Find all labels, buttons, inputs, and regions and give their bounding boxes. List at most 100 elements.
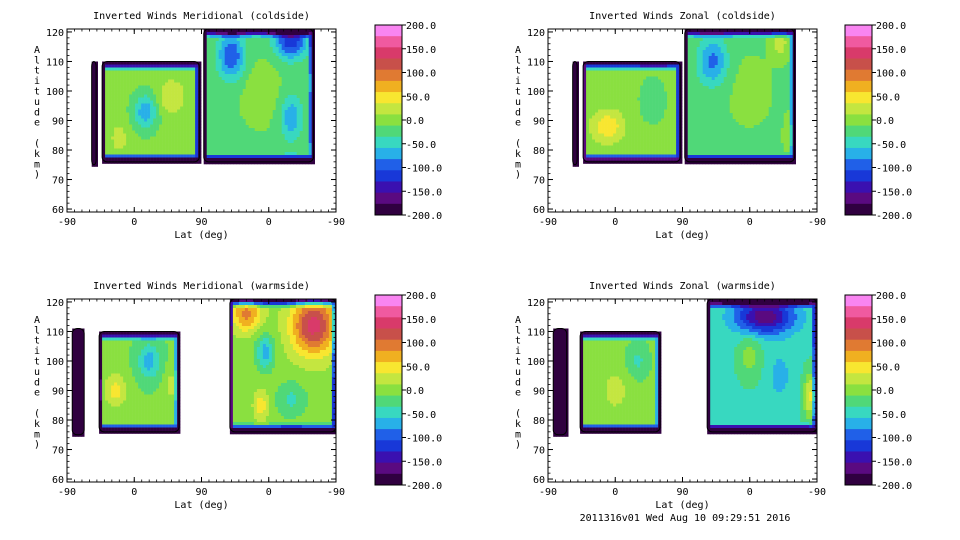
data-segment-2 xyxy=(101,60,202,164)
colorbar-swatch xyxy=(375,58,402,71)
y-tick-label: 100 xyxy=(46,87,64,98)
x-tick-label: 90 xyxy=(195,487,207,498)
colorbar-tick-label: -150.0 xyxy=(406,187,442,198)
x-tick-label: -90 xyxy=(808,217,826,228)
colorbar-tick-label: -50.0 xyxy=(876,410,906,421)
x-axis-label: Lat (deg) xyxy=(655,500,709,511)
colorbar-swatch xyxy=(375,473,402,486)
segment-outline xyxy=(98,330,180,433)
colorbar-swatch xyxy=(375,92,402,104)
segment-outline xyxy=(552,328,568,436)
colorbar-swatch xyxy=(845,69,872,82)
colorbar-swatch xyxy=(845,25,872,37)
segment-outline xyxy=(71,328,85,436)
colorbar-swatch xyxy=(845,462,872,475)
y-tick-label: 120 xyxy=(46,28,64,39)
colorbar-tick-label: -150.0 xyxy=(406,457,442,468)
y-tick-label: 70 xyxy=(52,446,64,457)
chart-title: Inverted Winds Zonal (coldside) xyxy=(589,11,776,22)
colorbar-swatch xyxy=(375,136,402,149)
colorbar-tick-label: 150.0 xyxy=(406,45,436,56)
y-tick-label: 110 xyxy=(46,57,64,68)
colorbar-tick-label: -100.0 xyxy=(876,164,912,175)
colorbar-swatch xyxy=(845,103,872,115)
y-tick-label: 70 xyxy=(52,176,64,187)
colorbar: 200.0 150.0 100.0 50.0 0.0 -50.0 -100.0 -150.0 -… xyxy=(374,21,442,222)
colorbar-tick-label: 100.0 xyxy=(406,339,436,350)
x-tick-label: 90 xyxy=(676,217,688,228)
colorbar-swatch xyxy=(845,473,872,486)
segment-outline xyxy=(684,29,796,163)
y-tick-label: 60 xyxy=(533,475,545,486)
x-tick-label: -90 xyxy=(58,487,76,498)
colorbar-swatch xyxy=(375,203,402,216)
segment-outline xyxy=(572,60,578,166)
colorbar: 200.0 150.0 100.0 50.0 0.0 -50.0 -100.0 -150.0 -… xyxy=(844,291,912,492)
x-tick-label: -90 xyxy=(327,217,345,228)
colorbar-tick-label: 150.0 xyxy=(406,315,436,326)
colorbar-swatch xyxy=(845,328,872,341)
y-tick-label: 110 xyxy=(46,327,64,338)
colorbar-swatch xyxy=(375,147,402,160)
colorbar-tick-label: 50.0 xyxy=(876,92,900,103)
y-tick-label: 60 xyxy=(52,205,64,216)
y-tick-label: 90 xyxy=(52,117,64,128)
y-tick-label: 70 xyxy=(533,176,545,187)
colorbar-tick-label: -50.0 xyxy=(406,140,436,151)
colorbar-tick-label: 0.0 xyxy=(406,116,424,127)
contour-field xyxy=(91,29,315,167)
colorbar-swatch xyxy=(845,114,872,126)
y-tick-label: 100 xyxy=(527,357,545,368)
colorbar-swatch xyxy=(375,295,402,307)
colorbar-swatch xyxy=(375,192,402,205)
segment-outline xyxy=(203,29,315,163)
data-segment-2 xyxy=(582,60,683,164)
colorbar-tick-label: -150.0 xyxy=(876,457,912,468)
colorbar-swatch xyxy=(845,295,872,307)
colorbar-swatch xyxy=(845,147,872,160)
segment-outline xyxy=(579,330,661,433)
y-tick-label: 80 xyxy=(533,146,545,157)
colorbar-swatch xyxy=(845,181,872,194)
y-tick-label: 110 xyxy=(527,57,545,68)
contour-field xyxy=(552,299,817,437)
colorbar-swatch xyxy=(375,181,402,194)
colorbar-tick-label: -150.0 xyxy=(876,187,912,198)
colorbar-swatch xyxy=(845,451,872,464)
colorbar-swatch xyxy=(375,406,402,419)
colorbar-swatch xyxy=(375,25,402,37)
footer-timestamp: 2011316v01 Wed Aug 10 09:29:51 2016 xyxy=(579,513,791,524)
colorbar-swatch xyxy=(375,440,402,452)
colorbar-swatch xyxy=(845,362,872,374)
x-tick-label: -90 xyxy=(58,217,76,228)
colorbar-swatch xyxy=(845,350,872,363)
colorbar-swatch xyxy=(375,395,402,408)
contour-field xyxy=(71,299,336,437)
x-tick-label: 0 xyxy=(747,217,753,228)
y-tick-label: 80 xyxy=(52,146,64,157)
data-segment-2 xyxy=(579,330,662,434)
y-tick-label: 110 xyxy=(527,327,545,338)
segment-outline xyxy=(101,60,200,163)
colorbar-tick-label: 100.0 xyxy=(876,69,906,80)
colorbar-swatch xyxy=(375,36,402,48)
colorbar-tick-label: -100.0 xyxy=(406,434,442,445)
y-tick-label: 120 xyxy=(46,298,64,309)
colorbar-swatch xyxy=(375,69,402,82)
y-tick-label: 90 xyxy=(533,117,545,128)
colorbar-swatch xyxy=(845,406,872,419)
colorbar-swatch xyxy=(375,350,402,363)
colorbar-tick-label: 50.0 xyxy=(406,92,430,103)
x-tick-label: 0 xyxy=(266,217,272,228)
y-tick-label: 100 xyxy=(46,357,64,368)
colorbar-swatch xyxy=(845,373,872,385)
colorbar-swatch xyxy=(845,80,872,93)
colorbar-swatch xyxy=(845,36,872,48)
colorbar-swatch xyxy=(375,114,402,126)
y-tick-label: 120 xyxy=(527,28,545,39)
colorbar-swatch xyxy=(845,47,872,59)
colorbar-tick-label: -50.0 xyxy=(876,140,906,151)
y-tick-label: 90 xyxy=(52,387,64,398)
colorbar-swatch xyxy=(845,339,872,352)
